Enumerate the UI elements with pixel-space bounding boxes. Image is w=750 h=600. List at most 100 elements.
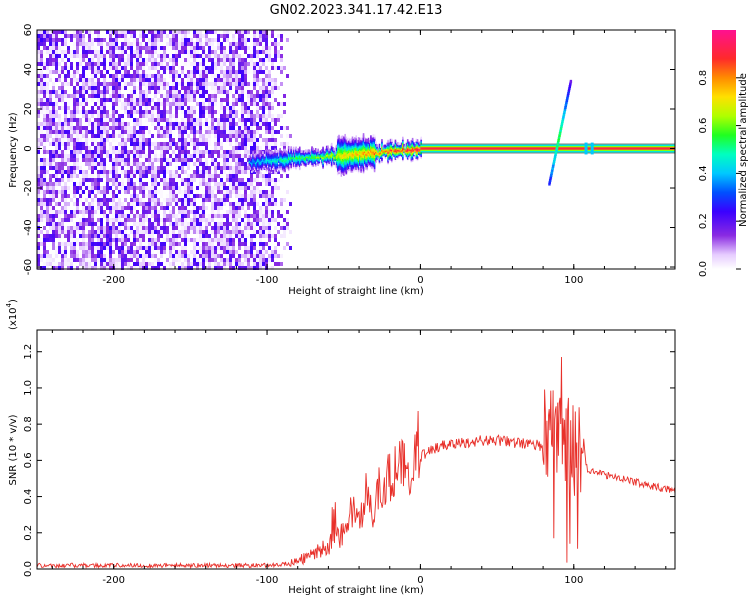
spectrogram-noise-cell <box>133 70 136 74</box>
spectrogram-drift-cell <box>338 136 340 140</box>
spectrogram-noise-cell <box>115 158 118 162</box>
spectrogram-noise-cell <box>106 82 109 86</box>
spectrogram-noise-cell <box>220 186 223 190</box>
spectrogram-noise-cell <box>217 114 220 118</box>
spectrogram-noise-cell <box>130 258 133 262</box>
spectrogram-noise-cell <box>184 146 187 150</box>
spectrogram-noise-cell <box>70 210 73 214</box>
spectrogram-noise-cell <box>196 234 199 238</box>
spectrogram-noise-cell <box>151 210 154 214</box>
spectrogram-noise-cell <box>262 266 265 270</box>
spectrogram-noise-cell <box>244 138 247 142</box>
spectrogram-noise-cell <box>286 126 289 130</box>
spectrogram-noise-cell <box>142 186 145 190</box>
spectrogram-noise-cell <box>133 50 136 54</box>
spectrogram-noise-cell <box>115 178 118 182</box>
spectrogram-drift-cell <box>319 158 322 162</box>
spectrogram-noise-cell <box>70 86 73 90</box>
spectrogram-noise-cell <box>79 218 82 222</box>
spectrogram-noise-cell <box>67 78 70 82</box>
spectrogram-noise-cell <box>178 82 181 86</box>
spectrogram-noise-cell <box>184 194 187 198</box>
spectrogram-noise-cell <box>55 146 58 150</box>
spectrogram-noise-cell <box>211 218 214 222</box>
spectrogram-noise-cell <box>160 130 163 134</box>
spectrogram-noise-cell <box>232 54 235 58</box>
spectrogram-noise-cell <box>136 130 139 134</box>
spectrogram-noise-cell <box>43 58 46 62</box>
spectrogram-noise-cell <box>226 226 229 230</box>
spectrogram-drift-cell <box>335 151 338 155</box>
spectrogram-noise-cell <box>244 186 247 190</box>
spectrogram-noise-cell <box>46 210 49 214</box>
spectrogram-noise-cell <box>127 82 130 86</box>
spectrogram-noise-cell <box>238 238 241 242</box>
spectrogram-noise-cell <box>220 82 223 86</box>
spectrogram-drift-cell <box>249 164 252 168</box>
spectrogram-noise-cell <box>202 86 205 90</box>
spectrogram-drift-cell <box>284 162 286 166</box>
spectrogram-noise-cell <box>64 142 67 146</box>
spectrogram-noise-cell <box>43 174 46 178</box>
spectrogram-noise-cell <box>37 82 40 86</box>
spectrogram-noise-cell <box>277 102 280 106</box>
spectrogram-noise-cell <box>268 90 271 94</box>
spectrogram-noise-cell <box>253 50 256 54</box>
spectrogram-noise-cell <box>70 118 73 122</box>
spectrogram-noise-cell <box>265 34 268 38</box>
spectrogram-noise-cell <box>208 174 211 178</box>
spectrogram-noise-cell <box>124 42 127 46</box>
spectrogram-noise-cell <box>235 194 238 198</box>
spectrogram-noise-cell <box>157 146 160 150</box>
spectrogram-noise-cell <box>61 262 64 266</box>
spectrogram-noise-cell <box>178 174 181 178</box>
spectrogram-noise-cell <box>112 218 115 222</box>
spectrogram-noise-cell <box>229 182 232 186</box>
spectrogram-noise-cell <box>118 86 121 90</box>
spectrogram-noise-cell <box>253 226 256 230</box>
spectrogram-noise-cell <box>142 46 145 50</box>
spectrogram-noise-cell <box>139 142 142 146</box>
spectrogram-noise-cell <box>247 254 250 258</box>
spectrogram-noise-cell <box>280 46 283 50</box>
spectrogram-drift-cell <box>319 150 322 154</box>
spectrogram-noise-cell <box>235 178 238 182</box>
spectrogram-noise-cell <box>223 262 226 266</box>
spectrogram-noise-cell <box>262 206 265 210</box>
spectrogram-noise-cell <box>154 74 157 78</box>
spectrogram-drift-cell <box>253 163 256 167</box>
spectrogram-noise-cell <box>82 142 85 146</box>
spectrogram-noise-cell <box>91 138 94 142</box>
spectrogram-noise-cell <box>172 42 175 46</box>
spectrogram-noise-cell <box>268 34 271 38</box>
spectrogram-noise-cell <box>199 230 202 234</box>
spectrogram-noise-cell <box>46 182 49 186</box>
spectrogram-noise-cell <box>235 262 238 266</box>
spectrogram-noise-cell <box>157 154 160 158</box>
spectrogram-noise-cell <box>169 198 172 202</box>
spectrogram-noise-cell <box>52 46 55 50</box>
spectrogram-noise-cell <box>130 78 133 82</box>
spectrogram-noise-cell <box>112 42 115 46</box>
spectrogram-drift-cell <box>276 159 279 163</box>
spectrogram-noise-cell <box>232 230 235 234</box>
spectrogram-noise-cell <box>40 150 43 154</box>
spectrogram-noise-cell <box>61 130 64 134</box>
spectrogram-noise-cell <box>181 94 184 98</box>
spectrogram-noise-cell <box>226 114 229 118</box>
spectrogram-noise-cell <box>232 106 235 110</box>
spectrogram-noise-cell <box>100 198 103 202</box>
spectrogram-drift-cell <box>298 159 301 163</box>
spectrogram-noise-cell <box>97 154 100 158</box>
spectrogram-drift-cell <box>300 164 302 168</box>
spectrogram-drift-cell <box>269 152 272 156</box>
spectrogram-noise-cell <box>82 194 85 198</box>
spectrogram-noise-cell <box>58 162 61 166</box>
spectrogram-noise-cell <box>199 226 202 230</box>
spectrogram-noise-cell <box>142 214 145 218</box>
spectrogram-noise-cell <box>142 218 145 222</box>
spectrogram-noise-cell <box>223 238 226 242</box>
spectrogram-noise-cell <box>136 94 139 98</box>
spectrogram-noise-cell <box>151 50 154 54</box>
